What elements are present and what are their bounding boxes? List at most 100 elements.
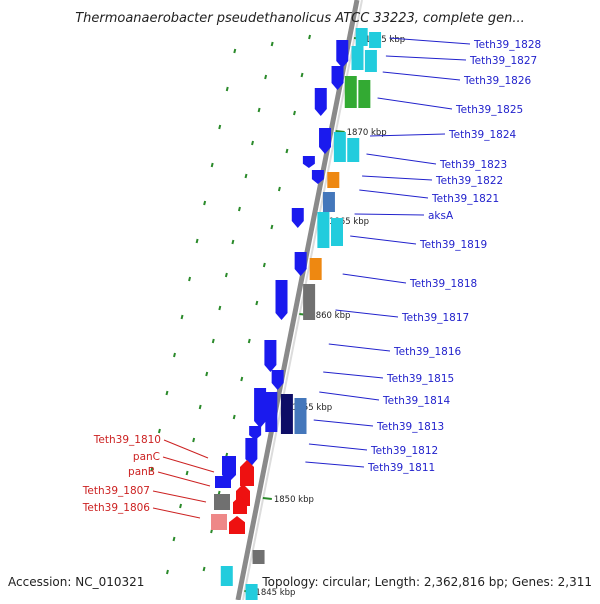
gene-feature[interactable] [302, 156, 315, 168]
coordinate-tick [180, 314, 184, 320]
coordinate-tick [233, 48, 237, 54]
gene-label[interactable]: Teth39_1817 [401, 312, 469, 324]
coordinate-tick [270, 224, 274, 230]
gene-feature[interactable] [245, 584, 258, 600]
gene-label[interactable]: Teth39_1826 [463, 75, 532, 87]
coordinate-tick [224, 272, 228, 278]
gene-feature[interactable] [322, 192, 335, 212]
gene-feature[interactable] [344, 76, 357, 108]
gene-feature[interactable] [309, 258, 322, 280]
gene-label[interactable]: Teth39_1806 [82, 502, 151, 514]
label-leader-line [350, 235, 417, 245]
gene-feature[interactable] [369, 32, 382, 48]
kbp-label: 1850 kbp [274, 495, 314, 505]
coordinate-tick [277, 186, 281, 192]
coordinate-tick [202, 566, 206, 572]
gene-label[interactable]: Teth39_1822 [435, 175, 503, 187]
gene-label[interactable]: Teth39_1811 [367, 462, 435, 474]
gene-feature[interactable] [220, 566, 233, 586]
gene-label[interactable]: Teth39_1824 [448, 129, 517, 141]
gene-feature[interactable] [214, 494, 230, 510]
gene-feature[interactable] [358, 80, 371, 108]
gene-label[interactable]: aksA [428, 210, 454, 222]
coordinate-tick [247, 338, 251, 344]
coordinate-tick [240, 376, 244, 382]
gene-feature[interactable] [245, 438, 258, 466]
gene-feature[interactable] [265, 392, 278, 432]
kbp-label: 1875 kbp [365, 35, 405, 45]
gene-feature[interactable] [317, 212, 330, 248]
gene-feature[interactable] [240, 460, 254, 486]
coordinate-tick [165, 569, 169, 575]
gene-label[interactable]: panC [133, 451, 160, 463]
gene-feature[interactable] [351, 46, 364, 70]
gene-feature[interactable] [222, 456, 236, 482]
gene-label[interactable]: Teth39_1814 [382, 395, 451, 407]
gene-feature[interactable] [336, 40, 349, 68]
kbp-label: 1855 kbp [292, 403, 332, 413]
gene-feature[interactable] [333, 132, 346, 162]
label-leader-line [359, 189, 429, 199]
gene-feature[interactable] [264, 340, 277, 372]
gene-labels: Teth39_1828 Teth39_1827 Teth39_1826 Teth39_… [82, 39, 541, 514]
gene-feature[interactable] [271, 370, 284, 390]
gene-feature[interactable] [229, 516, 245, 534]
gene-label[interactable]: Teth39_1821 [431, 193, 499, 205]
label-leader-line [385, 55, 467, 61]
gene-label[interactable]: Teth39_1816 [393, 346, 462, 358]
gene-feature[interactable] [294, 398, 307, 434]
gene-feature[interactable] [319, 128, 332, 154]
gene-feature[interactable] [314, 88, 327, 116]
gene-label[interactable]: Teth39_1828 [473, 39, 541, 51]
sequence-backbone [235, 0, 363, 601]
coordinate-tick [198, 404, 202, 410]
gene-label[interactable]: Teth39_1827 [469, 55, 537, 67]
gene-feature[interactable] [249, 426, 262, 440]
gene-feature[interactable] [355, 28, 368, 46]
gene-label[interactable]: panB [128, 466, 155, 478]
accession-text: Accession: NC_010321 [8, 575, 144, 589]
gene-feature[interactable] [327, 172, 340, 188]
coordinate-tick [257, 107, 261, 113]
gene-feature[interactable] [347, 138, 360, 162]
label-leader-line [313, 419, 374, 427]
gene-label[interactable]: Teth39_1825 [455, 104, 523, 116]
gene-feature[interactable] [303, 284, 316, 320]
gene-feature[interactable] [254, 388, 267, 428]
gene-label[interactable]: Teth39_1812 [370, 445, 438, 457]
coordinate-ticks [150, 34, 312, 575]
label-leader-line [328, 343, 391, 352]
gene-feature[interactable] [215, 476, 231, 488]
gene-feature[interactable] [252, 550, 265, 564]
gene-feature[interactable] [331, 66, 344, 90]
coordinate-tick [172, 536, 176, 542]
gene-label[interactable]: Teth39_1815 [386, 373, 454, 385]
gene-label[interactable]: Teth39_1813 [376, 421, 444, 433]
label-leader-line [335, 309, 399, 318]
gene-feature[interactable] [280, 394, 293, 434]
label-leader-line [389, 37, 471, 45]
label-leader-line [162, 456, 215, 473]
gene-feature[interactable] [294, 252, 307, 276]
gene-feature[interactable] [275, 280, 288, 320]
gene-label[interactable]: Teth39_1818 [409, 278, 477, 290]
coordinate-tick [244, 173, 248, 179]
gene-feature[interactable] [211, 514, 227, 530]
gene-feature[interactable] [233, 496, 247, 514]
label-leader-line [377, 97, 453, 110]
coordinate-tick [218, 124, 222, 130]
gene-feature[interactable] [291, 208, 304, 228]
coordinate-tick [255, 300, 259, 306]
gene-label[interactable]: Teth39_1810 [93, 434, 161, 446]
gene-feature[interactable] [311, 170, 324, 184]
gene-label[interactable]: Teth39_1807 [82, 485, 150, 497]
coordinate-tick [225, 86, 229, 92]
gene-feature[interactable] [364, 50, 377, 72]
coordinate-tick [165, 390, 169, 396]
label-leader-line [163, 439, 209, 459]
gene-feature[interactable] [330, 218, 343, 246]
gene-label[interactable]: Teth39_1819 [419, 239, 487, 251]
gene-label[interactable]: Teth39_1823 [439, 159, 507, 171]
